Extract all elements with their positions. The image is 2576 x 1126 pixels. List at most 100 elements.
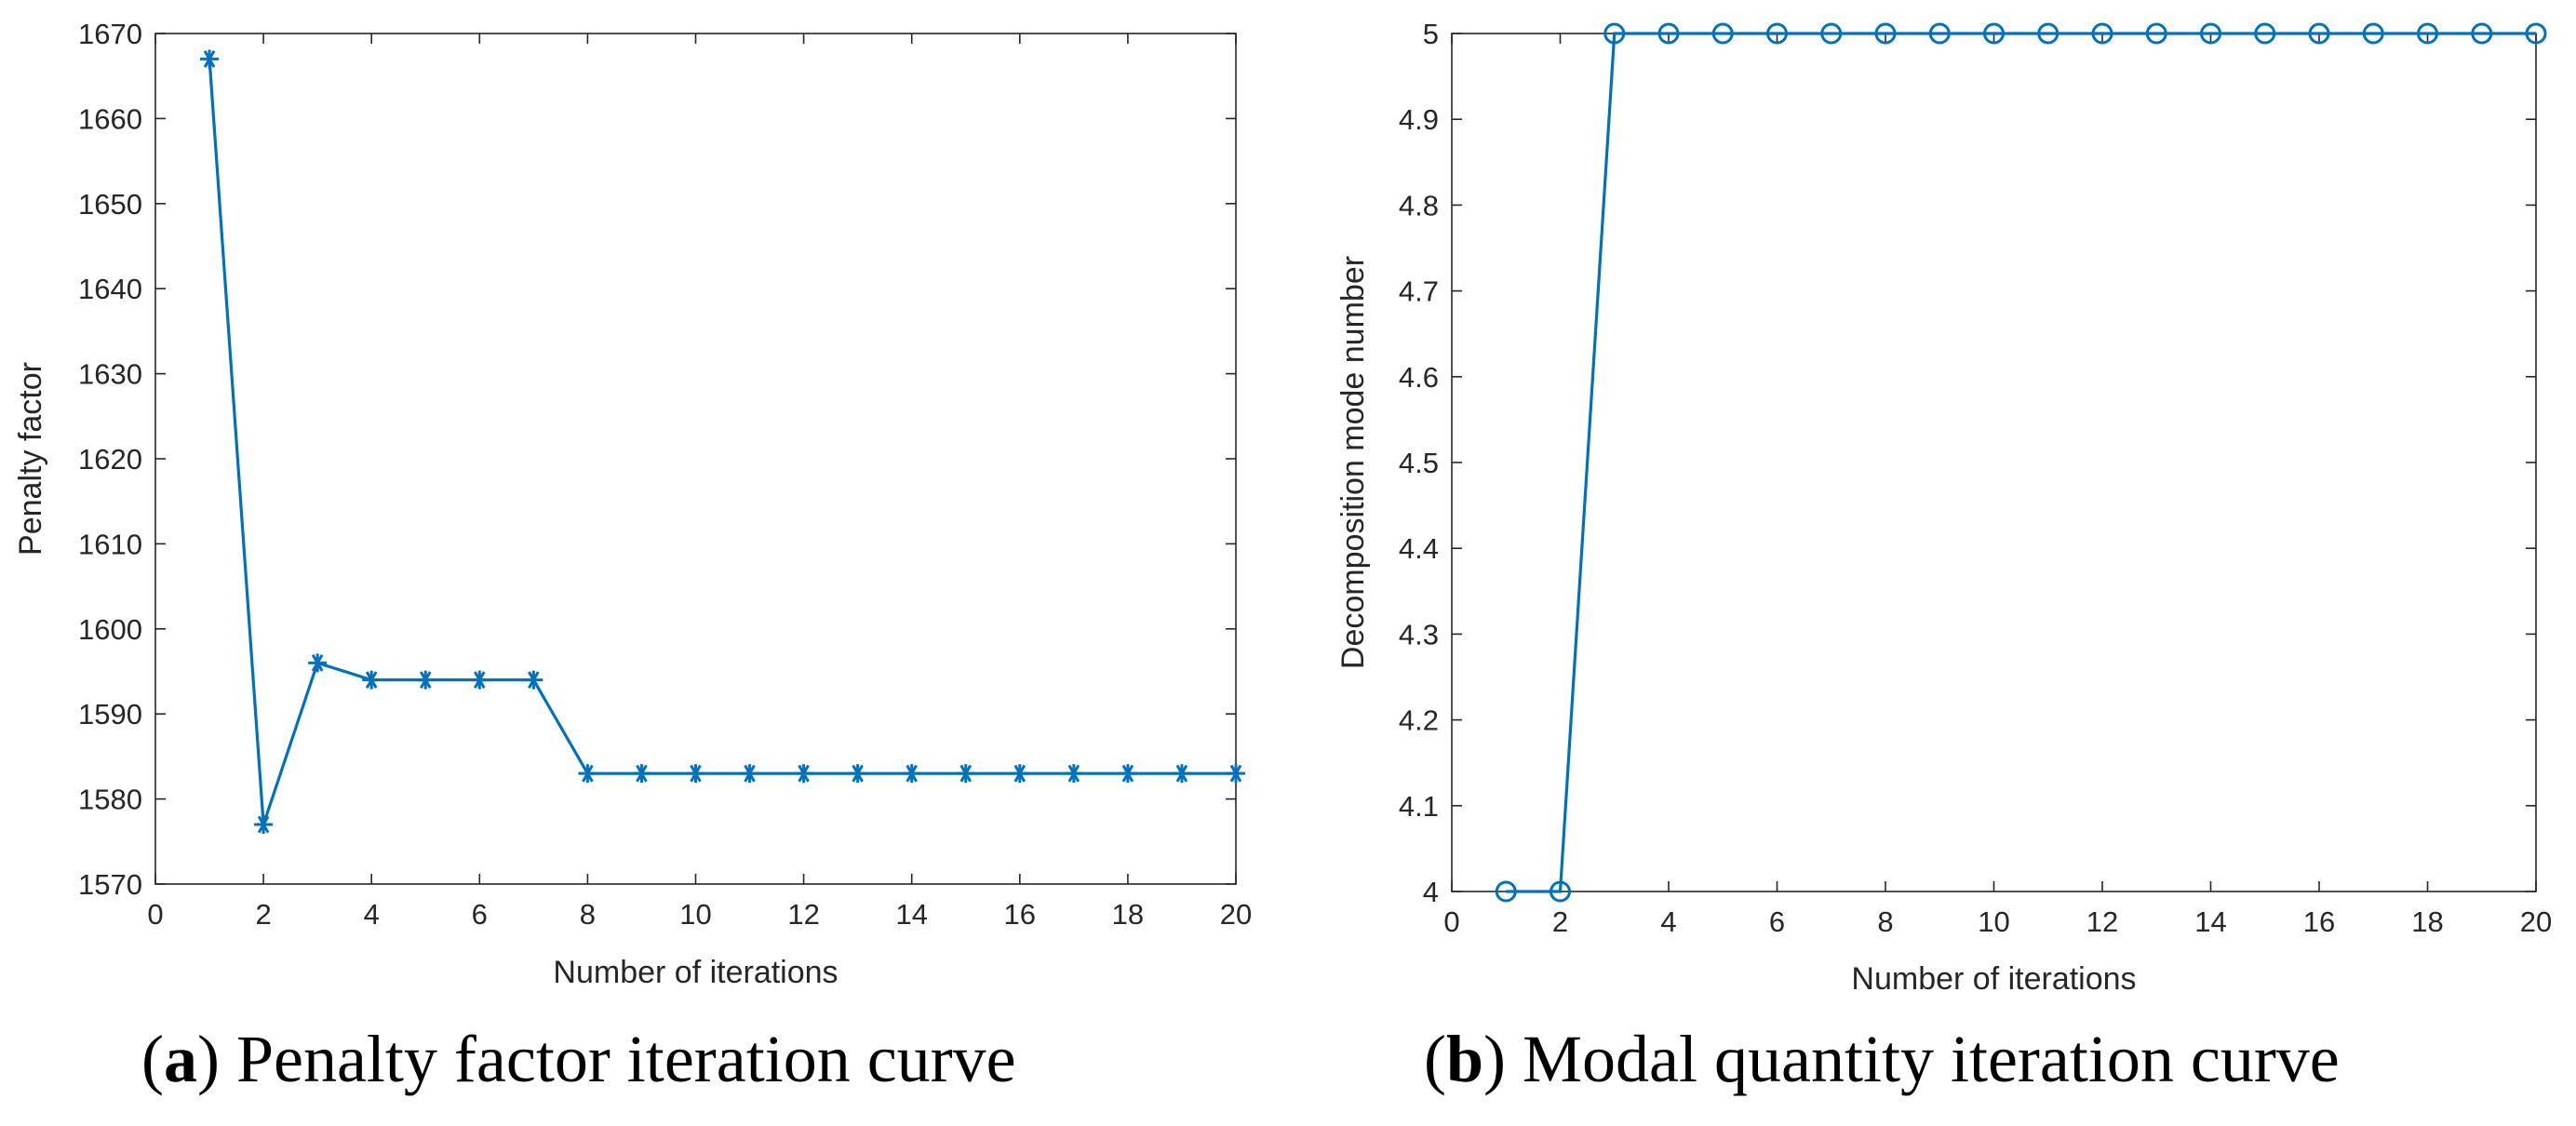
chart-a-point (740, 764, 759, 784)
chart-b-ytick-label: 4.9 (1399, 103, 1439, 136)
chart-a-xtick-label: 12 (787, 898, 819, 931)
chart-a-point (794, 764, 813, 784)
chart-b-point (1603, 22, 1626, 45)
chart-a-ytick-label: 1630 (78, 358, 142, 391)
chart-a-point (956, 764, 975, 784)
chart-a-point (416, 670, 436, 690)
chart-a-point (1118, 764, 1137, 784)
chart-b-xtick-label: 4 (1660, 905, 1676, 938)
chart-b-point (1928, 22, 1951, 45)
chart-a-xtick-label: 16 (1004, 898, 1036, 931)
chart-a-ytick-label: 1610 (78, 528, 142, 560)
chart-b-decomposition-mode-number: 0 2 4 6 8 10 12 14 16 18 20 4 4.1 4.2 4.3 4.4 4.5 4.6 4.7 4… (1335, 18, 2552, 997)
chart-a-axes-box (154, 33, 1237, 885)
chart-a-ytick-label: 1660 (78, 102, 142, 135)
chart-a-point (200, 49, 220, 69)
chart-a-xtick-label: 2 (255, 898, 271, 931)
caption-b: (b) Modal quantity iteration curve (1424, 1022, 2340, 1096)
chart-a-xtick-label: 6 (472, 898, 488, 931)
chart-b-ytick-label: 4.3 (1399, 618, 1439, 650)
chart-a-xtick-label: 10 (679, 898, 711, 931)
chart-b-point (2091, 22, 2113, 45)
chart-a-point (470, 670, 490, 690)
chart-a-ytick-label: 1620 (78, 443, 142, 476)
chart-b-point (2417, 22, 2438, 45)
chart-b-point (1820, 22, 1843, 45)
chart-b-point (2308, 22, 2330, 45)
chart-b-xtick-label: 0 (1443, 905, 1459, 938)
chart-a-ytick-label: 1590 (78, 698, 142, 731)
chart-b-axes-box (1451, 33, 2537, 892)
chart-a-point (254, 815, 274, 835)
chart-b-ytick-label: 4.1 (1399, 790, 1439, 823)
chart-b-point (1657, 22, 1680, 45)
caption-b-text: Modal quantity iteration curve (1523, 1022, 2340, 1096)
caption-b-letter: b (1446, 1022, 1483, 1096)
chart-a-point (1010, 764, 1029, 784)
chart-a-xtick-label: 14 (895, 898, 927, 931)
chart-b-point (2200, 22, 2221, 45)
chart-a-ytick-label: 1640 (78, 273, 142, 305)
chart-a-point (308, 653, 328, 673)
chart-b-ytick-label: 4.2 (1399, 704, 1439, 737)
chart-b-series-line (1506, 32, 2536, 893)
chart-b-point (1983, 22, 2005, 45)
chart-a-xtick-label: 4 (364, 898, 380, 931)
chart-b-xtick-label: 14 (2194, 905, 2226, 938)
chart-a-ytick-label: 1570 (78, 868, 142, 901)
chart-a-point (578, 764, 597, 784)
chart-a-series-line (208, 59, 1236, 825)
chart-b-xtick-label: 8 (1877, 905, 1893, 938)
chart-a-xtick-label: 18 (1112, 898, 1144, 931)
chart-a-point (1064, 764, 1083, 784)
chart-b-ytick-label: 5 (1423, 18, 1439, 50)
chart-b-point (2525, 22, 2547, 45)
chart-b-xtick-label: 10 (1978, 905, 2009, 938)
chart-b-ytick-label: 4.6 (1399, 361, 1439, 394)
chart-b-xtick-label: 12 (2086, 905, 2118, 938)
chart-b-point (1495, 880, 1517, 903)
chart-b-point (2145, 22, 2167, 45)
caption-a: (a) Penalty factor iteration curve (141, 1022, 1016, 1096)
chart-a-point (632, 764, 651, 784)
caption-a-letter: a (164, 1022, 197, 1096)
chart-a-ytick-label: 1670 (78, 18, 142, 50)
chart-a-point (848, 764, 867, 784)
chart-b-xtick-label: 2 (1552, 905, 1568, 938)
chart-b-xtick-label: 20 (2520, 905, 2552, 938)
chart-a-point (1172, 764, 1191, 784)
chart-a-point (1227, 764, 1245, 784)
chart-a-xtick-label: 8 (580, 898, 596, 931)
chart-a-xtick-label: 20 (1220, 898, 1252, 931)
chart-b-point (1711, 22, 1734, 45)
chart-b-point (2254, 22, 2276, 45)
chart-b-point (1874, 22, 1897, 45)
chart-b-ylabel: Decomposition mode number (1335, 256, 1371, 669)
chart-b-ytick-label: 4.7 (1399, 275, 1439, 308)
chart-a-ytick-label: 1580 (78, 784, 142, 816)
chart-b-xtick-label: 18 (2411, 905, 2443, 938)
chart-a-xlabel: Number of iterations (553, 955, 838, 990)
chart-a-ytick-label: 1650 (78, 188, 142, 221)
chart-b-point (2471, 22, 2493, 45)
chart-b-point (2037, 22, 2059, 45)
chart-b-point (2362, 22, 2384, 45)
chart-a-ytick-label: 1600 (78, 613, 142, 646)
chart-a-point (686, 764, 705, 784)
chart-b-ytick-label: 4.8 (1399, 189, 1439, 221)
chart-a-point (362, 670, 382, 690)
chart-a-ylabel: Penalty factor (13, 362, 48, 556)
chart-a-point (524, 670, 543, 690)
chart-a-penalty-factor: 0 2 4 6 8 10 12 14 16 18 20 1570 1580 1590 1600 1610 162… (13, 18, 1252, 990)
chart-a-xtick-label: 0 (147, 898, 163, 931)
chart-b-ytick-label: 4.5 (1399, 447, 1439, 479)
chart-b-xtick-label: 16 (2303, 905, 2335, 938)
caption-a-text: Penalty factor iteration curve (236, 1022, 1016, 1096)
chart-b-xtick-label: 6 (1769, 905, 1785, 938)
chart-b-ytick-label: 4.4 (1399, 532, 1439, 565)
chart-b-xlabel: Number of iterations (1851, 961, 2136, 997)
chart-b-point (1766, 22, 1788, 45)
chart-a-point (902, 764, 921, 784)
chart-b-ytick-label: 4 (1423, 876, 1439, 908)
